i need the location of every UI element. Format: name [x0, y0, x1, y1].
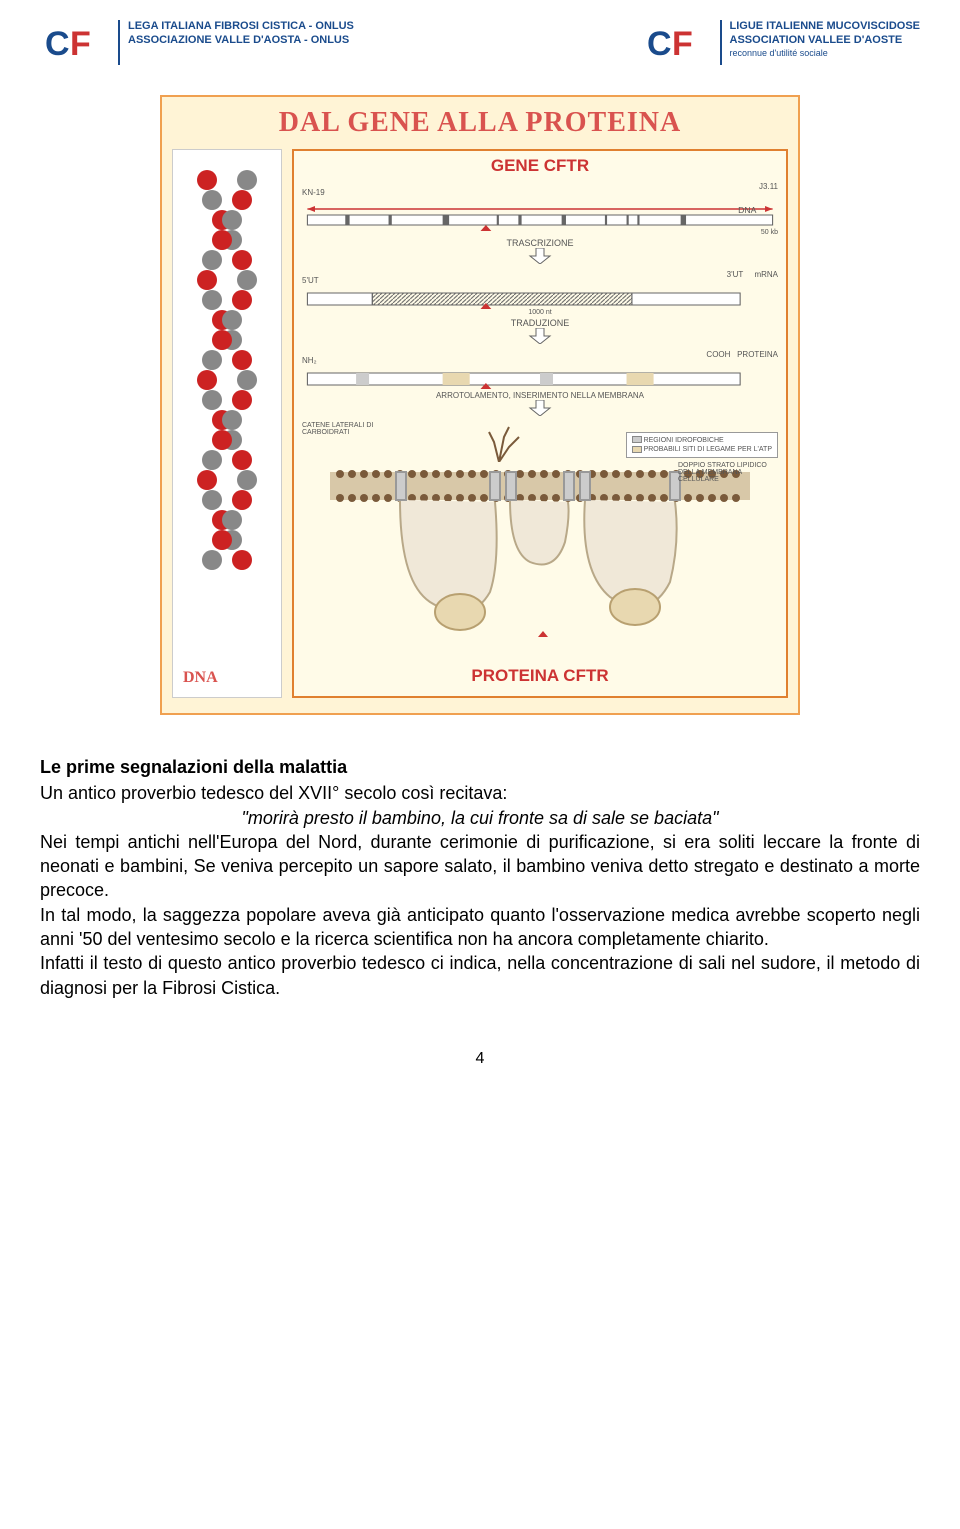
gene-column: GENE CFTR KN-19 J3.11 [292, 149, 788, 698]
gene-protein-bar [302, 371, 778, 389]
body-quote: "morirà presto il bambino, la cui fronte… [40, 806, 920, 830]
org-right-text: LIGUE ITALIENNE MUCOVISCIDOSE ASSOCIATIO… [730, 20, 920, 58]
carbo-label: CATENE LATERALI DI CARBOIDRATI [302, 422, 392, 436]
divider [720, 20, 722, 65]
org-right-line2: ASSOCIATION VALLEE D'AOSTE [730, 34, 920, 46]
row2-right: 3'UT mRNA [727, 270, 778, 279]
row3-left: NH₂ [302, 356, 317, 365]
cf-logo-right: C F [642, 20, 712, 65]
body-text: Le prime segnalazioni della malattia Un … [40, 755, 920, 1000]
diagram-wrapper: DAL GENE ALLA PROTEINA [40, 95, 920, 715]
page: C F LEGA ITALIANA FIBROSI CISTICA - ONLU… [0, 0, 960, 1108]
body-heading: Le prime segnalazioni della malattia [40, 755, 920, 779]
carbo-icon [479, 422, 539, 462]
step1-label: TRASCRIZIONE [506, 238, 573, 266]
org-left-line2: ASSOCIAZIONE VALLE D'AOSTA - ONLUS [128, 34, 354, 46]
body-para2: In tal modo, la saggezza popolare aveva … [40, 903, 920, 952]
org-right-line3: reconnue d'utilité sociale [730, 48, 920, 58]
diagram-inner: DNA GENE CFTR KN-19 J3.11 [172, 149, 788, 698]
dna-helix-icon [187, 160, 267, 580]
arrow-down-icon [528, 248, 552, 264]
row2-left: 5'UT [302, 276, 319, 285]
header: C F LEGA ITALIANA FIBROSI CISTICA - ONLU… [40, 20, 920, 65]
gene-mrna-row: 5'UT 3'UT mRNA [302, 270, 778, 288]
row3-right: COOH PROTEINA [706, 350, 778, 359]
scale-label: 50 kb [761, 229, 778, 236]
body-para1: Nei tempi antichi nell'Europa del Nord, … [40, 830, 920, 903]
body-para3: Infatti il testo di questo antico prover… [40, 951, 920, 1000]
svg-text:C: C [45, 25, 70, 63]
page-number: 4 [40, 1050, 920, 1068]
dna-column: DNA [172, 149, 282, 698]
gene-title: GENE CFTR [491, 156, 589, 176]
arrow-down-icon [528, 328, 552, 344]
dna-label: DNA [183, 669, 218, 687]
gene-mrna-bar [302, 291, 778, 309]
legend-box: REGIONI IDROFOBICHE PROBABILI SITI DI LE… [626, 432, 778, 458]
org-right-line1: LIGUE ITALIENNE MUCOVISCIDOSE [730, 20, 920, 32]
step1-text: TRASCRIZIONE [506, 238, 573, 248]
svg-text:F: F [70, 25, 91, 63]
diagram-title: DAL GENE ALLA PROTEINA [172, 107, 788, 139]
gene-protein-row: NH₂ COOH PROTEINA [302, 350, 778, 368]
org-right: C F LIGUE ITALIENNE MUCOVISCIDOSE ASSOCI… [642, 20, 920, 65]
step2-label: TRADUZIONE [511, 318, 570, 346]
membrane-protein-icon [302, 462, 778, 662]
gene-dna-row: KN-19 J3.11 [302, 182, 778, 200]
svg-text:C: C [647, 25, 672, 63]
row2-scale: 1000 nt [528, 309, 551, 316]
step3-text: ARROTOLAMENTO, INSERIMENTO NELLA MEMBRAN… [436, 391, 644, 400]
row1-type: DNA [738, 205, 757, 215]
step2-text: TRADUZIONE [511, 318, 570, 328]
mid-labels: CATENE LATERALI DI CARBOIDRATI REGIONI I… [302, 422, 778, 462]
row1-right: J3.11 [759, 182, 778, 191]
step3-label: ARROTOLAMENTO, INSERIMENTO NELLA MEMBRAN… [436, 391, 644, 418]
org-left: C F LEGA ITALIANA FIBROSI CISTICA - ONLU… [40, 20, 354, 65]
gene-dna-bar: DNA [302, 203, 778, 231]
protein-title: PROTEINA CFTR [471, 666, 608, 686]
row1-left: KN-19 [302, 188, 325, 197]
arrow-down-icon [528, 400, 552, 416]
legend2: PROBABILI SITI DI LEGAME PER L'ATP [644, 446, 772, 453]
svg-text:F: F [672, 25, 693, 63]
body-line1: Un antico proverbio tedesco del XVII° se… [40, 781, 920, 805]
org-left-line1: LEGA ITALIANA FIBROSI CISTICA - ONLUS [128, 20, 354, 32]
membrane-label: DOPPIO STRATO LIPIDICO DELLA MEMBRANA CE… [678, 462, 778, 483]
diagram-box: DAL GENE ALLA PROTEINA [160, 95, 800, 715]
divider [118, 20, 120, 65]
legend1: REGIONI IDROFOBICHE [644, 437, 724, 444]
cf-logo-left: C F [40, 20, 110, 65]
org-left-text: LEGA ITALIANA FIBROSI CISTICA - ONLUS AS… [128, 20, 354, 46]
